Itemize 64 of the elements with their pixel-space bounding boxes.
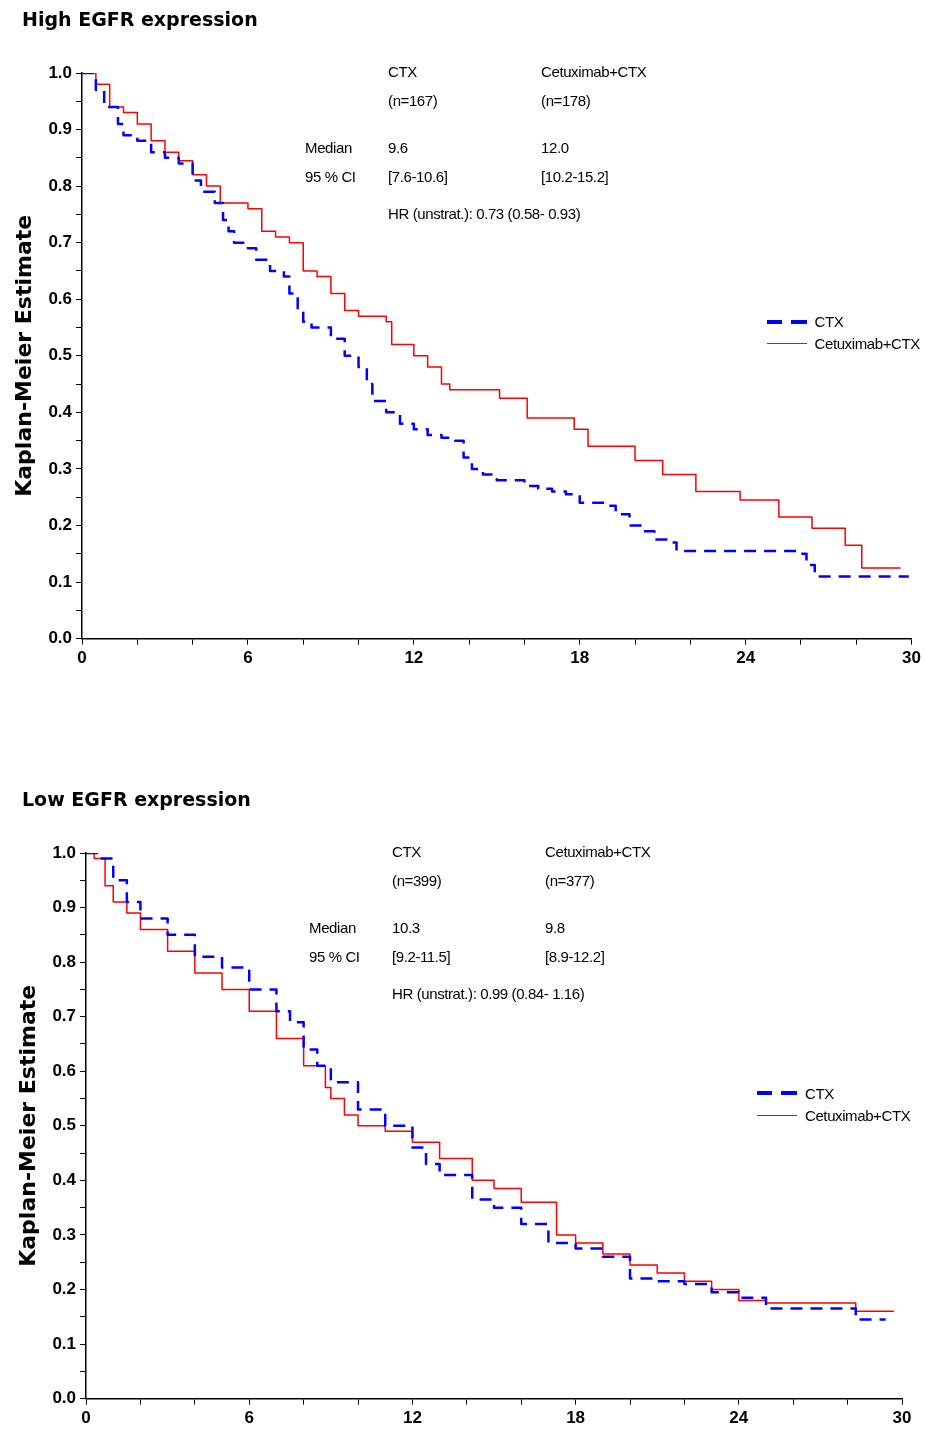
y-tick-label: 0.0 <box>48 628 73 648</box>
annotation: [9.2-11.5] <box>392 947 451 965</box>
annotation: (n=167) <box>388 91 438 109</box>
y-tick-label: 0.7 <box>52 1006 77 1026</box>
annotation: CTX <box>392 842 421 860</box>
y-tick-label: 0.5 <box>48 345 73 365</box>
y-tick-label: 0.1 <box>48 571 73 591</box>
x-tick-label: 12 <box>404 648 424 668</box>
y-tick-label: 1.0 <box>48 62 73 82</box>
annotation: Median <box>305 138 352 156</box>
annotation: CTX <box>388 62 417 80</box>
y-tick-label: 0.8 <box>52 951 77 971</box>
annotation: 12.0 <box>541 138 569 156</box>
y-tick-label: 0.3 <box>48 458 73 478</box>
annotation: 10.3 <box>392 918 420 936</box>
y-tick-label: 0.9 <box>48 119 73 139</box>
annotation: 95 % CI <box>309 947 360 965</box>
x-tick-label: 0 <box>81 1408 91 1428</box>
x-tick-label: 30 <box>902 648 922 668</box>
y-tick-label: 0.4 <box>48 402 73 422</box>
annotation: Cetuximab+CTX <box>541 62 647 80</box>
y-axis-title: Kaplan-Meier Estimate <box>10 214 36 497</box>
annotation: (n=399) <box>392 871 442 889</box>
annotation: [8.9-12.2] <box>545 947 605 965</box>
legend-label: CTX <box>805 1084 834 1102</box>
y-tick-label: 0.2 <box>48 515 73 535</box>
x-tick-label: 24 <box>736 648 756 668</box>
x-tick-label: 0 <box>77 648 87 668</box>
legend-label: Cetuximab+CTX <box>814 335 920 353</box>
y-tick-label: 0.7 <box>48 232 73 252</box>
x-tick-label: 12 <box>402 1408 422 1428</box>
x-tick-label: 24 <box>729 1408 749 1428</box>
annotation: [10.2-15.2] <box>541 167 609 185</box>
y-tick-label: 0.0 <box>52 1388 77 1408</box>
y-tick-label: 0.2 <box>52 1279 77 1299</box>
y-tick-label: 0.6 <box>48 288 73 308</box>
y-tick-label: 0.5 <box>52 1115 77 1135</box>
y-tick-label: 0.8 <box>48 175 73 195</box>
x-tick-label: 30 <box>892 1408 912 1428</box>
annotation: [7.6-10.6] <box>388 167 448 185</box>
annotation: (n=377) <box>545 871 595 889</box>
chart-title: High EGFR expression <box>22 8 258 30</box>
annotation: Median <box>309 918 356 936</box>
legend-label: Cetuximab+CTX <box>805 1106 911 1124</box>
x-tick-label: 6 <box>243 648 253 668</box>
annotation: 95 % CI <box>305 167 356 185</box>
y-tick-label: 1.0 <box>52 842 77 862</box>
y-tick-label: 0.1 <box>52 1333 77 1353</box>
annotation: 9.8 <box>545 918 565 936</box>
y-axis-title: Kaplan-Meier Estimate <box>14 984 40 1267</box>
y-tick-label: 0.9 <box>52 897 77 917</box>
x-tick-label: 18 <box>566 1408 586 1428</box>
annotation: HR (unstrat.): 0.99 (0.84- 1.16) <box>392 984 585 1002</box>
x-tick-label: 18 <box>570 648 590 668</box>
legend-label: CTX <box>814 313 844 331</box>
y-tick-label: 0.6 <box>52 1060 77 1080</box>
x-tick-label: 6 <box>244 1408 254 1428</box>
annotation: Cetuximab+CTX <box>545 842 651 860</box>
y-tick-label: 0.4 <box>52 1170 77 1190</box>
annotation: HR (unstrat.): 0.73 (0.58- 0.93) <box>388 204 581 222</box>
annotation: 9.6 <box>388 138 408 156</box>
y-tick-label: 0.3 <box>52 1224 77 1244</box>
chart-title: Low EGFR expression <box>22 788 251 810</box>
annotation: (n=178) <box>541 91 591 109</box>
